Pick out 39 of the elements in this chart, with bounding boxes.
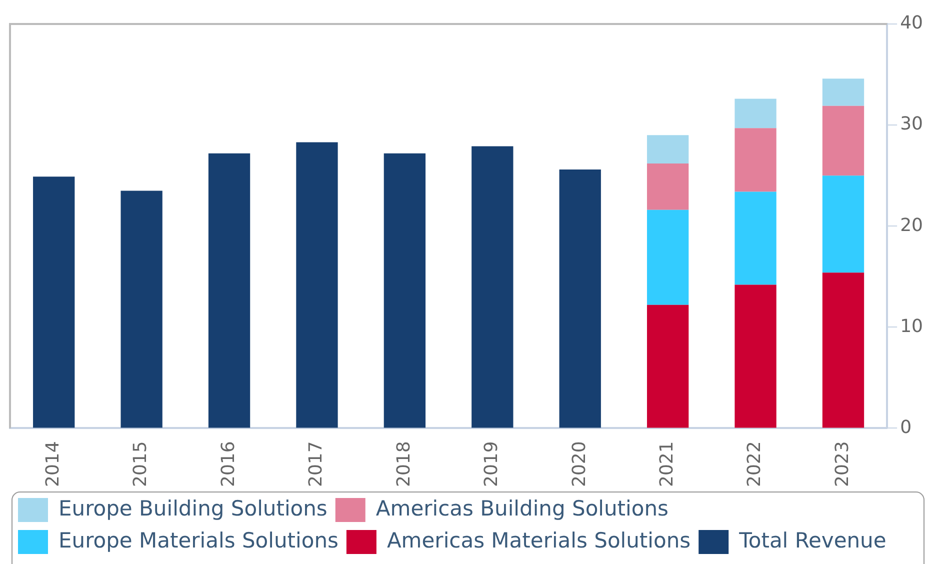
bar: [734, 284, 776, 428]
y-tick-label: 20: [900, 214, 923, 236]
y-tick-label: 40: [900, 12, 923, 34]
bar: [646, 210, 689, 305]
bar: [822, 272, 864, 428]
x-tick-label: 2016: [218, 441, 239, 488]
bar: [646, 135, 689, 164]
bar: [822, 78, 864, 106]
bar: [120, 190, 162, 428]
bar: [822, 176, 864, 273]
x-tick-label: 2019: [481, 441, 502, 488]
y-tick-label: 0: [900, 416, 912, 438]
bar: [296, 142, 338, 428]
bar: [734, 128, 776, 192]
bar: [734, 98, 776, 128]
x-tick-label: 2018: [393, 441, 414, 488]
x-tick-label: 2014: [42, 441, 64, 488]
y-tick-label: 10: [900, 316, 923, 337]
legend-label: Americas Materials Solutions: [386, 528, 691, 552]
bar: [33, 176, 75, 428]
x-tick-label: 2020: [568, 441, 590, 488]
bar: [208, 153, 250, 428]
x-tick-label: 2017: [306, 441, 327, 488]
bar: [646, 163, 689, 210]
bar: [472, 146, 514, 428]
legend-label: Europe Materials Solutions: [58, 528, 338, 552]
bar: [384, 153, 426, 428]
y-tick-label: 30: [900, 114, 923, 135]
legend-label: Europe Building Solutions: [58, 496, 328, 520]
legend-label: Americas Building Solutions: [376, 496, 668, 520]
x-tick-label: 2023: [832, 441, 853, 488]
bar: [559, 170, 601, 428]
bar: [646, 304, 689, 428]
bar: [734, 192, 776, 285]
bar: [822, 106, 864, 176]
x-tick-label: 2021: [656, 441, 678, 488]
legend-label: Total Revenue: [738, 528, 886, 552]
x-tick-label: 2015: [130, 441, 152, 488]
x-tick-label: 2022: [744, 441, 766, 488]
